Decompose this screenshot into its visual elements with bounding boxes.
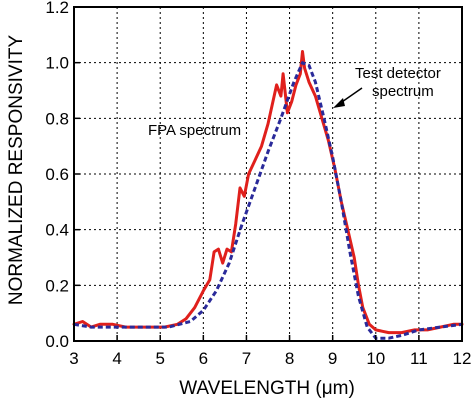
x-tick-label: 4 xyxy=(112,349,121,368)
y-tick-label: 0.2 xyxy=(45,276,69,295)
x-tick-label: 10 xyxy=(366,349,385,368)
x-tick-label: 7 xyxy=(242,349,251,368)
y-tick-label: 0.0 xyxy=(45,332,69,351)
y-tick-label: 0.6 xyxy=(45,165,69,184)
series-layer xyxy=(72,50,464,340)
x-tick-label: 11 xyxy=(410,349,428,368)
y-tick-label: 1.0 xyxy=(45,54,69,73)
annotation-arrow-head xyxy=(333,98,345,108)
fpa-spectrum-label: FPA spectrum xyxy=(148,122,241,139)
grid xyxy=(74,7,462,341)
x-axis-title: WAVELENGTH (μm) xyxy=(179,378,355,399)
x-tick-label: 5 xyxy=(155,349,164,368)
y-tick-label: 0.4 xyxy=(45,221,69,240)
x-tick-label: 9 xyxy=(328,349,337,368)
x-tick-label: 8 xyxy=(285,349,294,368)
x-tick-label: 12 xyxy=(453,349,472,368)
test-detector-label-line1: Test detector xyxy=(355,65,441,82)
tick-marks xyxy=(73,6,463,342)
y-tick-labels: 0.0 0.2 0.4 0.6 0.8 1.0 1.2 xyxy=(45,0,69,351)
x-tick-label: 6 xyxy=(199,349,208,368)
x-tick-label: 3 xyxy=(69,349,78,368)
test-detector-spectrum-line xyxy=(73,61,463,340)
y-tick-label: 0.8 xyxy=(45,109,69,128)
x-tick-labels: 3 4 5 6 7 8 9 10 11 12 xyxy=(69,349,471,368)
y-axis-title: NORMALIZED RESPONSIVITY xyxy=(6,35,27,306)
plot-frame xyxy=(73,6,463,342)
y-tick-label: 1.2 xyxy=(45,0,69,17)
test-detector-label-line2: spectrum xyxy=(372,83,434,100)
